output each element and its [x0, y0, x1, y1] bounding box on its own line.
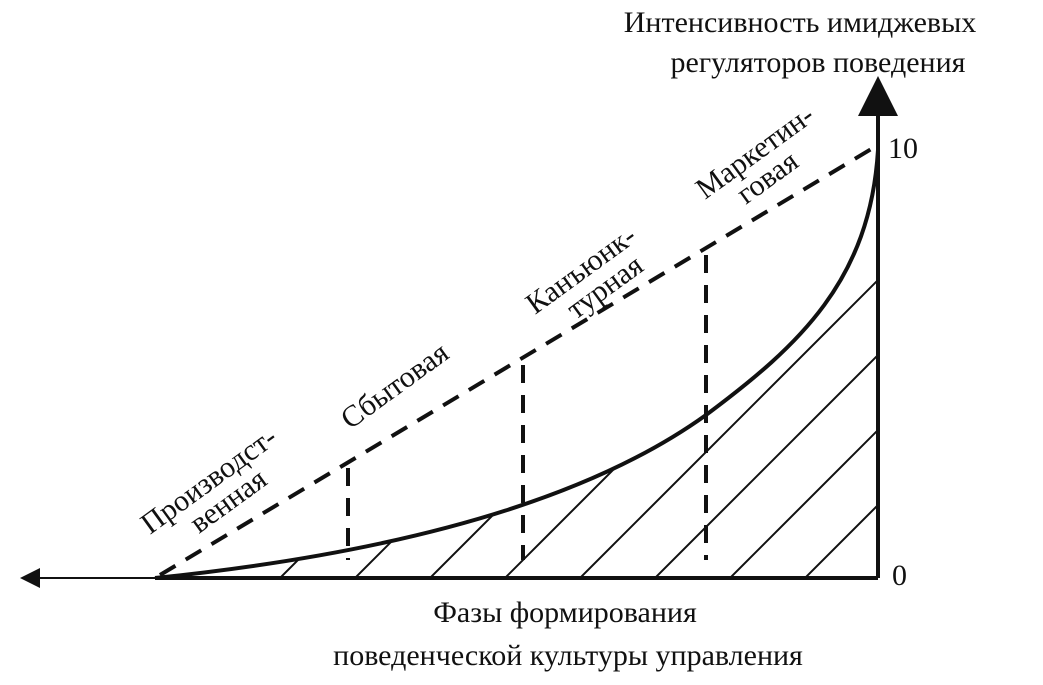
y-max-label: 10 — [888, 132, 918, 165]
y-axis-title: регуляторов поведения — [671, 46, 966, 79]
x-axis-title: поведенческой культуры управления — [333, 639, 803, 672]
dashed-line — [158, 143, 880, 577]
phase-label: Маркетин- говая — [690, 98, 821, 210]
x-axis-title: Фазы формирования — [433, 596, 697, 629]
phase-label: Канъюнк- турная — [520, 219, 650, 326]
y-min-label: 0 — [892, 559, 907, 592]
y-axis-title: Интенсивность имиджевых — [624, 6, 976, 39]
phase-label-line: Сбытовая — [335, 336, 455, 436]
curve — [154, 149, 880, 580]
phase-label: Сбытовая — [335, 336, 455, 436]
